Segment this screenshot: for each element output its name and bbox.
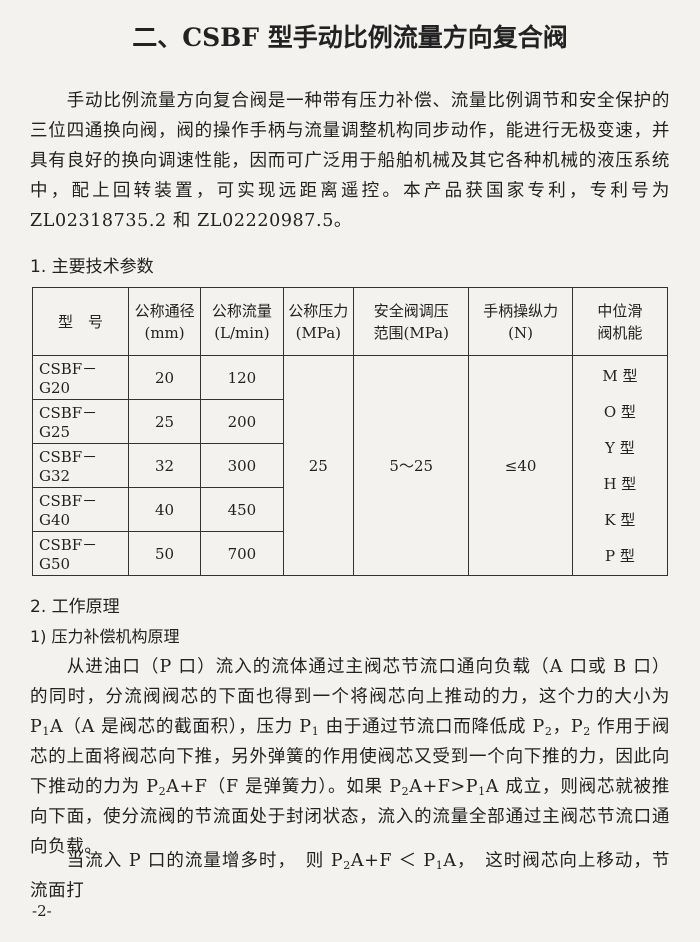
subsection-heading: 1) 压力补偿机构原理 [30, 627, 180, 646]
function: O 型 [603, 402, 636, 421]
table-cell: 300 [200, 443, 284, 488]
header-line: 范围(MPa) [373, 323, 449, 342]
title: 二、CSBF 型手动比例流量方向复合阀 [132, 23, 568, 52]
header-line: (L/min) [214, 323, 270, 342]
table-cell: 700 [200, 531, 284, 576]
subscript: 2 [343, 859, 351, 872]
subscript: 2 [583, 725, 591, 738]
table-cell: 20 [127, 355, 202, 400]
function-cell: M 型 O 型 Y 型 H 型 K 型 P 型 [571, 355, 669, 576]
function: H 型 [603, 474, 637, 493]
function: K 型 [604, 510, 636, 529]
paragraph: 从进油口（P 口）流入的流体通过主阀芯节流口通向负载（A 口或 B 口）的同时，… [30, 652, 670, 862]
header-line: 公称压力 [288, 301, 349, 320]
function: P 型 [604, 546, 635, 565]
subscript: 1 [435, 859, 444, 872]
section-heading: 1. 主要技术参数 [30, 257, 154, 277]
header-cell: 中位滑 阀机能 [571, 287, 669, 356]
text-run: A， 这时阀芯向上移动，节流面打 [30, 851, 671, 901]
spec-table: 型 号 公称通径 (mm) 公称流量 (L/min) 公称压力 (MPa) 安全阀调压范围(M… [32, 287, 669, 576]
paragraph: 当流入 P 口的流量增多时， 则 P2A+F ＜ P1A， 这时阀芯向上移动，节… [30, 846, 670, 906]
text-run: A 成立，则阀芯就被推向下面，使分流阀的节流面处于封闭状态，流入的流量全部通过主… [30, 777, 670, 857]
text-run: A+F ＜ P [350, 851, 436, 871]
header-line: 中位滑 [597, 301, 643, 320]
header-cell: 手柄操纵力 (N) [468, 287, 573, 356]
page-number: -2- [32, 902, 52, 920]
header-line: (N) [508, 323, 534, 342]
text-run: ，P [552, 717, 584, 737]
header-cell: 安全阀调压范围(MPa) [353, 287, 470, 356]
subscript: 1 [42, 725, 50, 738]
header-cell: 公称压力 (MPa) [282, 287, 355, 356]
subscript: 2 [544, 725, 553, 738]
table-row: CSBF－G40 40 450 [32, 487, 668, 532]
header-line: 型 号 [57, 312, 103, 331]
section-heading: 2. 工作原理 [30, 597, 120, 617]
text-run: 当流入 P 口的流量增多时， 则 P [66, 851, 344, 871]
table-row: CSBF－G50 50 700 [32, 531, 668, 576]
table-row: CSBF－G25 25 200 [32, 399, 668, 444]
table-cell: 120 [200, 355, 284, 400]
merged-cell: 25 [282, 355, 355, 576]
header-cell: 公称通径 (mm) [127, 287, 202, 356]
function: Y 型 [605, 438, 635, 457]
text-run: 从进油口（P 口）流入的流体通过主阀芯节流口通向负载（A 口或 B 口）的同时，… [30, 657, 670, 737]
header-line: (mm) [144, 323, 185, 342]
text-run: A+F>P [409, 777, 479, 797]
text-run: 由于通过节流口而降低成 P [319, 717, 545, 737]
table-cell: 200 [200, 399, 284, 444]
text-run: A（A 是阀芯的截面积），压力 P [49, 717, 312, 737]
table-cell: 50 [127, 531, 202, 576]
table-cell: 40 [127, 487, 202, 532]
header-cell: 公称流量 (L/min) [200, 287, 284, 356]
table-cell: CSBF－G50 [32, 531, 129, 576]
header-row: 型 号 公称通径 (mm) 公称流量 (L/min) 公称压力 (MPa) 安全阀调压范围(M… [32, 287, 669, 356]
table-cell: 450 [200, 487, 284, 532]
function: M 型 [602, 366, 638, 385]
table-cell: 32 [127, 443, 202, 488]
table-cell: CSBF－G32 [32, 443, 129, 488]
table-row: CSBF－G32 32 300 [32, 443, 668, 488]
header-line: (MPa) [295, 323, 342, 342]
header-line: 安全阀调压 [373, 301, 449, 320]
text-run: A+F（F 是弹簧力）。如果 P [166, 777, 402, 797]
intro: 手动比例流量方向复合阀是一种带有压力补偿、流量比例调节和安全保护的三位四通换向阀… [30, 91, 670, 231]
subscript: 1 [311, 725, 320, 738]
table-cell: CSBF－G40 [32, 487, 129, 532]
text-run: 作用于阀芯的上面将阀芯向下推，另外弹簧的作用使阀芯又受到一个向下推的力，因此向下… [30, 717, 670, 797]
merged-cell: 5～25 [353, 355, 470, 576]
table-cell: CSBF－G20 [32, 355, 129, 400]
table-cell: CSBF－G25 [32, 399, 129, 444]
subscript: 1 [478, 785, 486, 798]
subscript: 2 [158, 785, 167, 798]
header-line: 公称流量 [211, 301, 272, 320]
table-cell: 25 [127, 399, 202, 444]
header-line: 阀机能 [597, 323, 643, 342]
subscript: 2 [401, 785, 410, 798]
merged-cell: ≤40 [468, 355, 573, 576]
header-line: 手柄操纵力 [483, 301, 559, 320]
header-line: 公称通径 [134, 301, 195, 320]
header-cell: 型 号 [32, 287, 129, 356]
